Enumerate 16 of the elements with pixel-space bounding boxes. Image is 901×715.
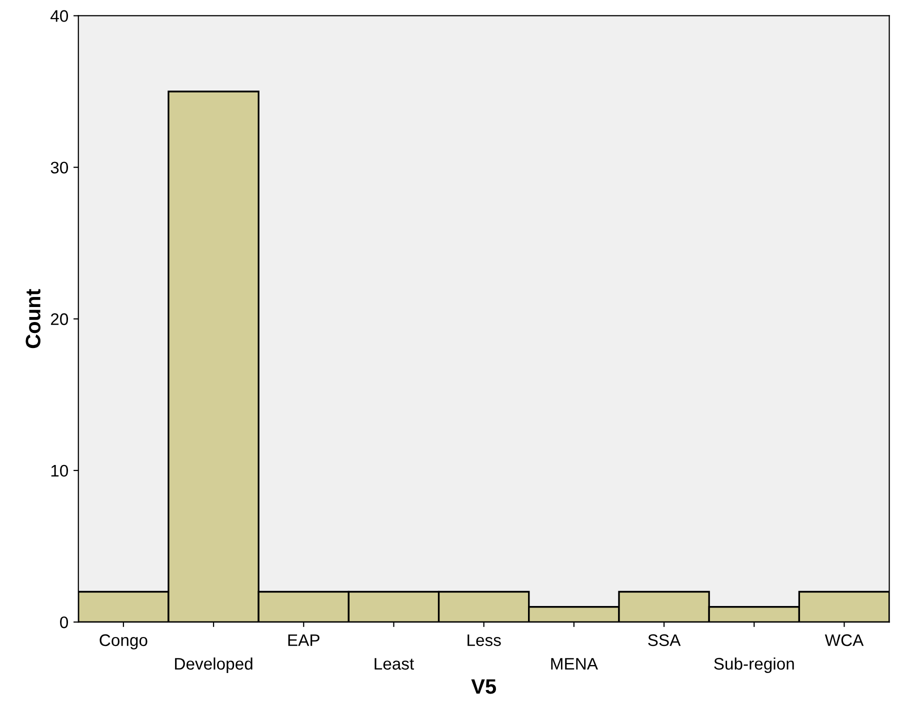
x-tick-label: Congo xyxy=(100,634,148,650)
y-tick-label: 0 xyxy=(60,616,68,628)
y-tick-label: 10 xyxy=(51,464,68,477)
x-tick-label: Least xyxy=(374,658,414,670)
x-axis-title: V5 xyxy=(471,679,496,694)
x-tick-label: Developed xyxy=(175,657,252,674)
x-tick-label: EAP xyxy=(288,634,320,646)
x-tick-label: Sub-region xyxy=(714,657,794,674)
x-tick-label: MENA xyxy=(551,658,598,670)
y-tick-label: 20 xyxy=(50,313,68,326)
y-tick-label: 40 xyxy=(50,10,68,22)
x-tick-label: WCA xyxy=(824,634,864,646)
x-tick-label: SSA xyxy=(648,634,681,646)
y-axis-title: Count xyxy=(26,289,40,348)
x-tick-label: Less xyxy=(468,634,501,646)
y-tick-label: 30 xyxy=(50,162,68,174)
